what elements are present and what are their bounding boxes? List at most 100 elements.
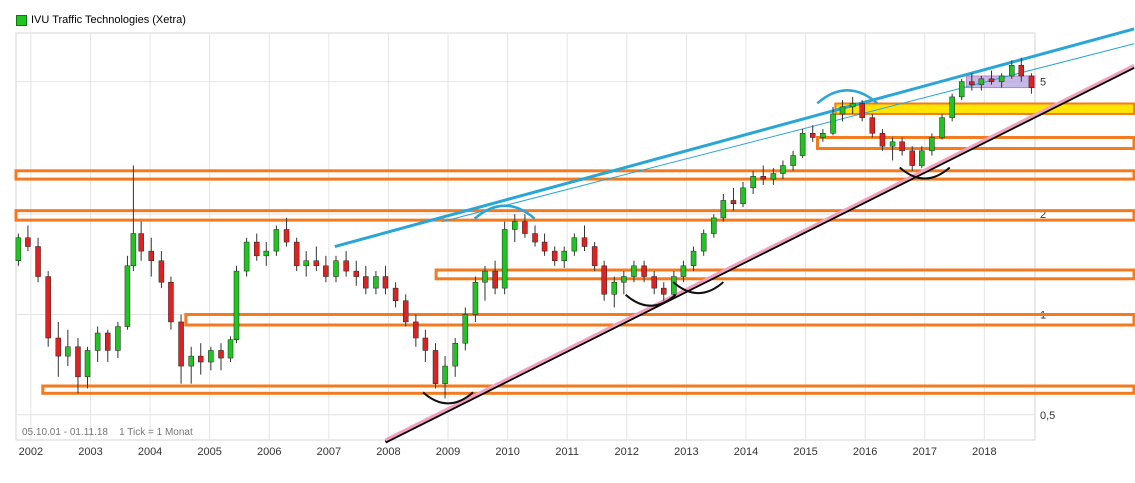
candle-body [283,229,290,243]
candle-body [978,78,985,85]
candle-body [45,276,51,339]
candle-body [949,96,955,118]
candle-body [333,260,339,277]
legend-label: IVU Traffic Technologies (Xetra) [31,14,186,26]
candle-body [591,246,598,267]
trendline-support-shadow [384,65,1135,444]
candle-body [168,281,174,323]
arc-top [473,204,536,220]
x-tick-label: 2009 [436,446,460,458]
zone-orange [41,384,1135,395]
candle-body [621,276,627,283]
x-tick-label: 2007 [317,446,341,458]
candle-body [939,117,945,138]
candle-body [839,106,846,115]
x-tick-label: 2005 [197,446,221,458]
candle-body [611,281,618,295]
x-tick-label: 2012 [615,446,639,458]
x-tick-label: 2013 [674,446,698,458]
candle-body [382,276,389,289]
candle-body [859,103,865,118]
candle-body [462,314,469,344]
candle-body [313,260,320,267]
candle-body [501,229,508,289]
candle-body [373,276,379,289]
x-tick-label: 2006 [257,446,281,458]
candle-body [492,270,498,289]
arc-bottom [672,281,724,295]
candle-body [969,81,975,85]
candle-body [1018,65,1025,77]
candle-body [889,141,896,147]
candle-body [233,270,240,340]
candle-body [138,233,144,252]
arc-top [816,89,879,105]
candle-body [998,75,1005,82]
candle-body [55,337,62,357]
x-tick-label: 2018 [972,446,996,458]
candle-body [35,246,41,277]
x-tick-label: 2004 [138,446,162,458]
zone-orange [815,135,1135,151]
x-tick-label: 2010 [495,446,519,458]
footer-tick: 1 Tick = 1 Monat [119,427,193,438]
candle-body [671,276,677,295]
y-tick-label: 2 [1040,209,1046,221]
candle-body [84,350,91,378]
candle-body [651,276,657,289]
candle-body [919,150,925,166]
x-tick-label: 2008 [376,446,400,458]
candle-body [1009,65,1015,77]
candle-body [988,78,995,82]
candle-body [25,237,31,247]
candle-body [432,350,439,384]
candle-body [522,221,528,234]
candle-body [158,260,165,283]
candle-body [958,81,965,98]
candle-body [581,237,588,247]
candle-body [849,103,856,108]
candle-body [402,300,409,323]
candle-body [661,287,667,295]
candle-body [105,332,111,351]
candle-body [711,217,717,234]
zone-orange [434,268,1135,281]
zone-orange [14,169,1135,181]
candle-body [75,346,81,378]
candle-body [323,265,329,277]
candle-body [820,133,826,138]
arc-bottom [624,293,677,307]
plot-area [15,32,1036,441]
candle-body [115,326,121,351]
candle-body [253,241,260,257]
candle-body [512,221,518,230]
x-tick-label: 2014 [734,446,758,458]
candle-body [178,321,184,367]
candle-body [293,241,300,267]
candle-body [188,355,194,367]
candle-body [601,265,607,295]
footer-note: 05.10.01 - 01.11.18 1 Tick = 1 Monat [22,427,193,438]
candle-body [790,155,796,166]
y-tick-label: 0,5 [1040,410,1055,422]
candle-body [218,350,224,359]
candle-body [273,229,280,252]
candle-body [343,260,349,272]
zone-orange [14,209,1135,222]
candle-body [541,241,548,252]
candle-body [700,233,707,252]
candle-body [472,281,479,315]
candle-body [571,237,578,252]
candle-body [730,200,737,205]
trendline-support [384,63,1135,442]
candle-body [148,250,155,262]
x-tick-label: 2003 [78,446,102,458]
candle-body [208,350,214,363]
footer-range: 05.10.01 - 01.11.18 [22,427,108,438]
x-tick-label: 2002 [19,446,43,458]
x-tick-label: 2016 [853,446,877,458]
candle-body [263,250,270,257]
candle-body [809,133,816,138]
candle-body [482,270,488,283]
